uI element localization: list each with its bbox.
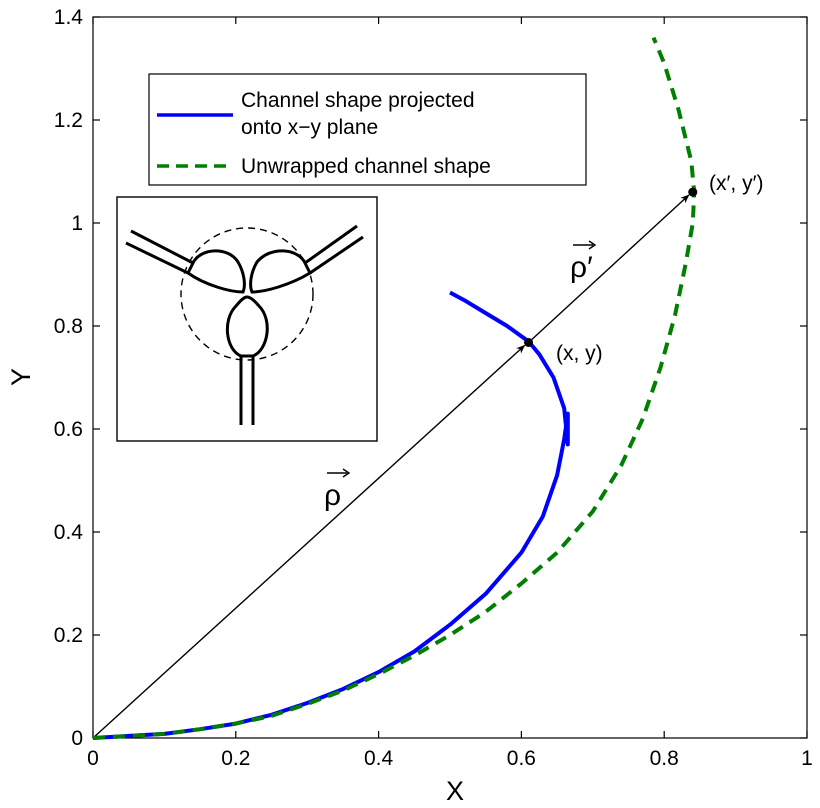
point-xy <box>524 337 534 347</box>
x-tick-label: 0.6 <box>507 747 536 770</box>
point-xy-prime-label: (x′, y′) <box>709 172 764 195</box>
rho-vector <box>92 344 526 739</box>
y-tick-label: 1.4 <box>54 6 84 29</box>
y-tick-label: 0.2 <box>54 624 83 647</box>
rho-prime-vector <box>528 194 690 343</box>
y-axis-label: Y <box>6 368 36 386</box>
x-tick-label: 0.2 <box>221 747 250 770</box>
rho-label: ρ <box>324 468 351 512</box>
inset-channels <box>125 224 364 425</box>
axis-ticks <box>92 16 808 739</box>
x-tick-label: 0.4 <box>364 747 394 770</box>
series-line-unwrapped <box>92 36 697 740</box>
rho-prime-label: ρ′ <box>570 240 597 284</box>
inset-dashed-circle <box>180 227 314 361</box>
legend-entry-unwrapped: Unwrapped channel shape <box>241 155 491 178</box>
point-xy-label: (x, y) <box>556 342 603 365</box>
inset-frame <box>116 196 378 442</box>
inset-schematic <box>116 196 378 442</box>
x-axis-label: X <box>446 776 464 806</box>
legend-entry-channel-shape-line2: onto x−y plane <box>241 116 378 139</box>
x-tick-label: 0.8 <box>650 747 679 770</box>
y-tick-label: 0 <box>71 727 83 750</box>
y-tick-label: 0.8 <box>54 315 83 338</box>
svg-text:ρ′: ρ′ <box>570 251 593 284</box>
y-tick-label: 0.4 <box>54 521 84 544</box>
y-tick-label: 1.2 <box>54 109 83 132</box>
point-xy-prime <box>688 187 698 197</box>
y-tick-label: 0.6 <box>54 418 83 441</box>
svg-text:ρ: ρ <box>324 479 341 512</box>
axis-tick-labels: 0 0.2 0.4 0.6 0.8 1 0 0.2 0.4 0.6 0.8 1 1.2 1.4 <box>54 6 813 770</box>
x-tick-label: 0 <box>87 747 99 770</box>
legend: Channel shape projected onto x−y plane U… <box>148 73 587 186</box>
x-tick-label: 1 <box>801 747 813 770</box>
y-tick-label: 1 <box>71 212 83 235</box>
legend-entry-channel-shape-line1: Channel shape projected <box>241 89 475 112</box>
